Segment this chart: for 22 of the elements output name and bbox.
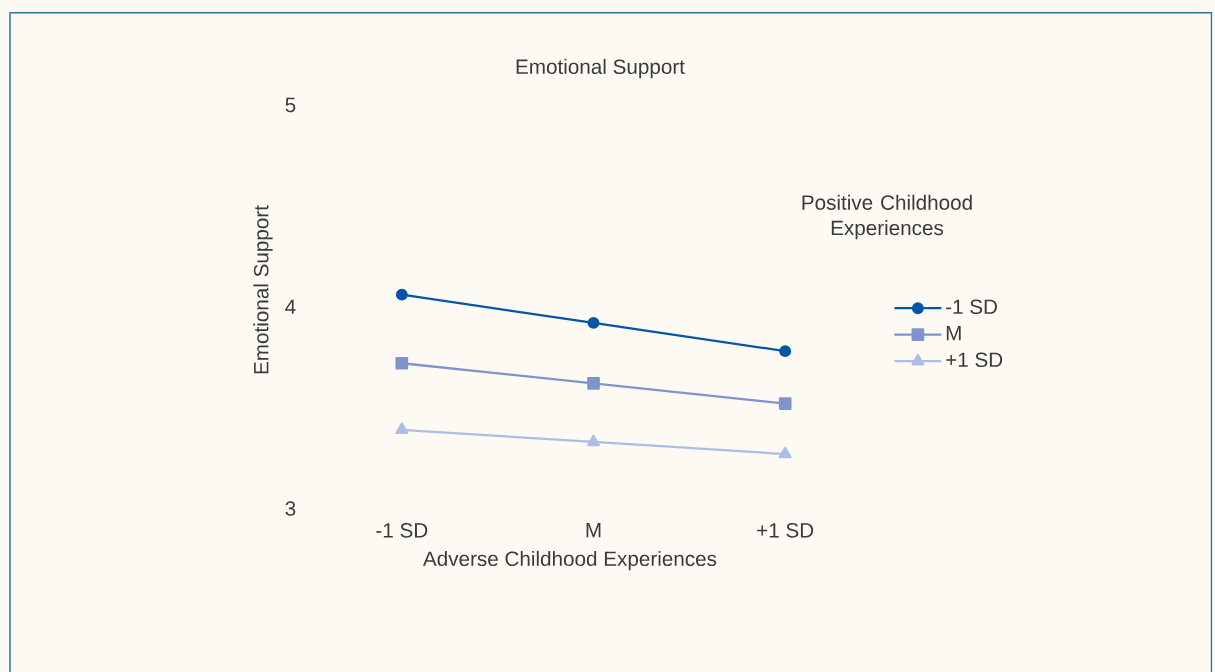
point [587,377,600,390]
x-axis-title: Adverse Childhood Experiences [422,550,717,571]
x-tick-label: +1 SD [757,523,814,538]
x-tick-label: M [586,522,601,538]
point [395,422,409,435]
y-tick-label: 3 [285,501,296,516]
point [587,434,600,447]
legend-title: Positive Childhood Experiences [802,194,972,240]
chart-title: Emotional Support [516,58,685,79]
y-tick-label: 5 [285,97,296,113]
point [778,446,792,459]
point [395,288,408,301]
legend-label: +1 SD [946,352,1003,368]
point [395,356,409,370]
legend-label: -1 SD [946,299,997,315]
y-axis-title: Emotional Support [253,205,273,374]
legend-label: M [946,326,961,341]
point [587,316,600,329]
x-tick-label: -1 SD [376,523,428,538]
point [779,345,792,358]
y-tick-label: 4 [285,299,296,314]
point [778,397,792,410]
